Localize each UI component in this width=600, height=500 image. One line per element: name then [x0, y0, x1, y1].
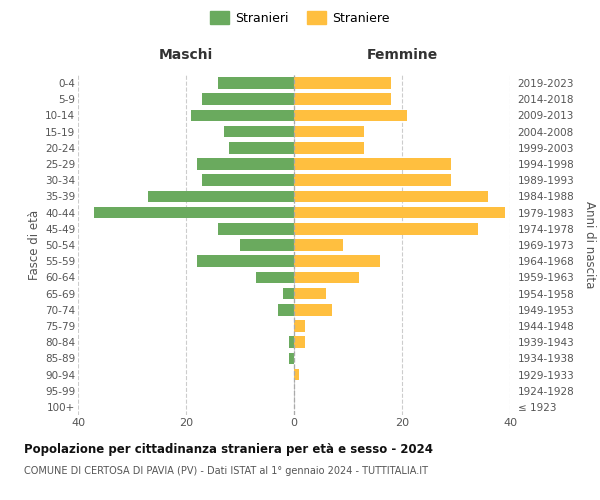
Y-axis label: Fasce di età: Fasce di età — [28, 210, 41, 280]
Bar — [294, 304, 332, 316]
Bar — [294, 142, 364, 154]
Y-axis label: Anni di nascita: Anni di nascita — [583, 202, 596, 288]
Text: Popolazione per cittadinanza straniera per età e sesso - 2024: Popolazione per cittadinanza straniera p… — [24, 442, 433, 456]
Bar — [294, 368, 299, 380]
Bar — [294, 239, 343, 251]
Bar — [202, 94, 294, 105]
Bar — [294, 174, 451, 186]
Bar — [197, 256, 294, 267]
Bar — [294, 272, 359, 283]
Bar — [256, 272, 294, 283]
Bar — [229, 142, 294, 154]
Bar — [294, 256, 380, 267]
Bar — [294, 223, 478, 234]
Bar — [191, 110, 294, 122]
Bar — [283, 288, 294, 300]
Bar — [240, 239, 294, 251]
Bar — [289, 336, 294, 348]
Bar — [294, 190, 488, 202]
Text: COMUNE DI CERTOSA DI PAVIA (PV) - Dati ISTAT al 1° gennaio 2024 - TUTTITALIA.IT: COMUNE DI CERTOSA DI PAVIA (PV) - Dati I… — [24, 466, 428, 476]
Bar — [294, 78, 391, 89]
Bar — [224, 126, 294, 138]
Bar — [294, 94, 391, 105]
Bar — [294, 336, 305, 348]
Bar — [294, 158, 451, 170]
Bar — [148, 190, 294, 202]
Bar — [278, 304, 294, 316]
Text: Femmine: Femmine — [367, 48, 437, 62]
Legend: Stranieri, Straniere: Stranieri, Straniere — [205, 6, 395, 30]
Bar — [94, 207, 294, 218]
Bar — [294, 110, 407, 122]
Bar — [218, 78, 294, 89]
Bar — [294, 126, 364, 138]
Bar — [294, 207, 505, 218]
Bar — [197, 158, 294, 170]
Bar — [289, 352, 294, 364]
Bar — [218, 223, 294, 234]
Text: Maschi: Maschi — [159, 48, 213, 62]
Bar — [294, 288, 326, 300]
Bar — [294, 320, 305, 332]
Bar — [202, 174, 294, 186]
